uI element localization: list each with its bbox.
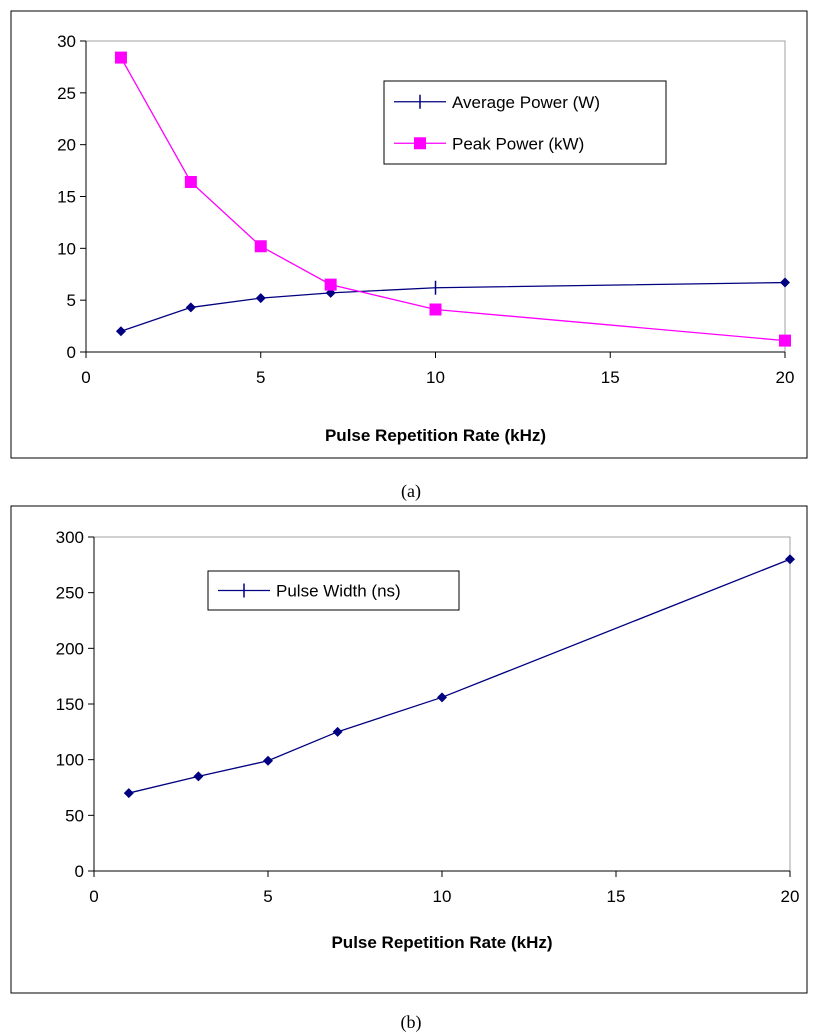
y-tick-label: 0	[75, 862, 84, 881]
series-line	[120, 57, 786, 342]
chart-frame	[10, 505, 808, 994]
plot-area-border	[94, 536, 791, 871]
series-2	[114, 51, 791, 347]
data-point	[115, 326, 126, 337]
x-tick-label: 0	[89, 887, 98, 906]
legend: Average Power (W) Peak Power (kW)	[383, 80, 667, 165]
chart-caption: (a)	[401, 481, 421, 502]
x-tick-label: 10	[433, 887, 452, 906]
x-tick-label: 5	[256, 368, 265, 387]
data-point	[193, 771, 204, 782]
x-tick-label: 5	[263, 887, 272, 906]
y-tick-label: 10	[57, 239, 76, 258]
data-point	[184, 175, 197, 188]
x-tick-label: 10	[426, 368, 445, 387]
data-point	[332, 726, 343, 737]
y-tick-label: 300	[56, 528, 84, 547]
x-tick-label: 15	[607, 887, 626, 906]
y-tick-label: 5	[67, 291, 76, 310]
x-axis-label: Pulse Repetition Rate (kHz)	[331, 933, 552, 952]
series-line	[120, 281, 786, 332]
legend-box	[383, 80, 667, 165]
y-tick-label: 100	[56, 751, 84, 770]
plot-area-border	[86, 40, 786, 352]
y-tick-label: 15	[57, 188, 76, 207]
series-line	[128, 558, 791, 794]
y-tick-label: 20	[57, 136, 76, 155]
chart-a: 0 5 10 15 20 25 30 0 5 10 15 20 Pulse Repetition Rat…	[10, 10, 808, 459]
legend-label: Average Power (W)	[452, 93, 600, 112]
series-1	[115, 277, 790, 337]
y-tick-label: 0	[67, 343, 76, 362]
data-point	[114, 51, 127, 64]
data-point	[123, 788, 134, 799]
x-tick-label: 20	[776, 368, 795, 387]
data-point	[429, 303, 442, 316]
y-tick-label: 150	[56, 695, 84, 714]
legend-label: Pulse Width (ns)	[276, 582, 401, 601]
data-point	[324, 278, 337, 291]
chart-frame	[10, 10, 808, 459]
data-point	[785, 554, 795, 565]
chart-b: 0 50 100 150 200 250 300 0 5 10 15 20 Pulse Repetiti…	[10, 505, 808, 994]
legend-label: Peak Power (kW)	[452, 134, 584, 153]
y-tick-label: 200	[56, 639, 84, 658]
data-point	[185, 302, 196, 313]
y-tick-label: 50	[65, 806, 84, 825]
data-point	[254, 240, 267, 253]
data-point	[263, 755, 273, 766]
data-point	[437, 692, 447, 703]
y-tick-label: 25	[57, 84, 76, 103]
data-point	[779, 334, 791, 347]
x-axis-label: Pulse Repetition Rate (kHz)	[325, 426, 546, 445]
data-point	[255, 293, 266, 304]
x-tick-label: 15	[601, 368, 620, 387]
x-tick-label: 0	[81, 368, 90, 387]
legend-marker	[414, 137, 426, 150]
legend: Pulse Width (ns)	[207, 570, 460, 611]
y-tick-label: 30	[57, 32, 76, 51]
data-point	[780, 277, 790, 288]
x-tick-label: 20	[781, 887, 800, 906]
chart-caption: (b)	[401, 1012, 422, 1033]
series-1	[123, 554, 795, 799]
y-tick-label: 250	[56, 584, 84, 603]
